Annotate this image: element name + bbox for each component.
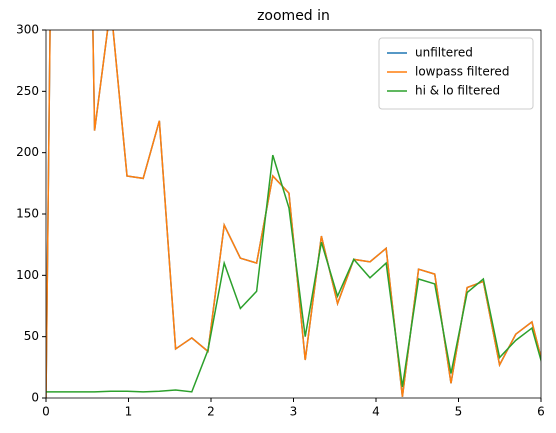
y-tick-label: 50 [24, 329, 39, 343]
x-tick-label: 2 [207, 405, 215, 419]
legend-label: hi & lo filtered [415, 84, 500, 98]
y-tick-label: 100 [16, 268, 39, 282]
plot-area [46, 30, 541, 398]
legend-label: lowpass filtered [415, 65, 509, 79]
x-tick-label: 3 [290, 405, 298, 419]
x-tick-label: 4 [372, 405, 380, 419]
axes-frame [45, 29, 542, 399]
legend-label: unfiltered [415, 46, 473, 60]
series-line [46, 154, 541, 393]
y-tick-label: 150 [16, 207, 39, 221]
x-tick-label: 1 [125, 405, 133, 419]
chart-title: zoomed in [257, 8, 330, 24]
y-tick-label: 300 [16, 23, 39, 37]
x-tick-label: 0 [42, 405, 50, 419]
x-tick-label: 6 [537, 405, 545, 419]
y-tick-label: 0 [31, 391, 39, 405]
legend-box [378, 37, 534, 110]
y-tick-label: 200 [16, 145, 39, 159]
x-tick-label: 5 [455, 405, 463, 419]
y-tick-label: 250 [16, 84, 39, 98]
